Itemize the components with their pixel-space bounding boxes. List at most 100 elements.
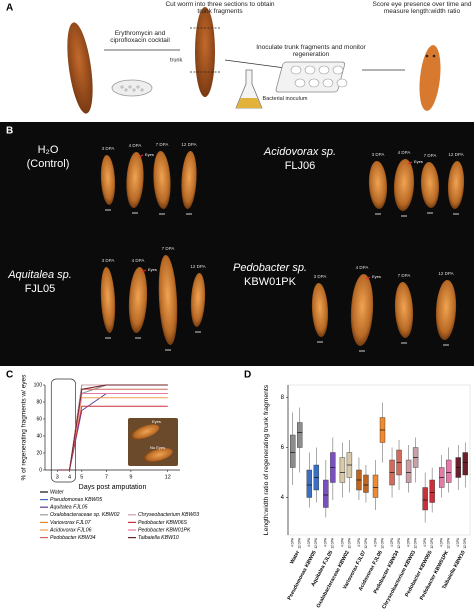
inoculum	[236, 98, 262, 108]
x-tick-label: 4	[68, 474, 71, 480]
group-name: H₂O	[38, 144, 59, 156]
box	[290, 434, 296, 468]
legend-label: Variovorax FJL07	[50, 520, 92, 526]
legend-label: Pedobacter KBW34	[50, 535, 96, 541]
eye	[425, 54, 429, 58]
worm-photo	[190, 273, 206, 327]
caption-frame: Inoculate trunk fragments and monitor re…	[256, 44, 366, 59]
pill	[128, 85, 132, 89]
day-label: 7 DPA	[398, 273, 411, 278]
worm-photo	[350, 274, 374, 346]
x-tick-label: 9	[129, 474, 132, 480]
day-label: 4 DPA	[398, 150, 411, 155]
worm-photo	[158, 255, 178, 345]
sub-label: 12 DPA	[397, 537, 401, 549]
y-tick-label: 80	[36, 399, 42, 405]
sub-label: 4 DPA	[340, 537, 344, 547]
inset-worm	[143, 448, 173, 462]
panel-label: B	[6, 126, 13, 137]
x-tick-label: Water	[289, 550, 301, 565]
sub-label: 4 DPA	[324, 537, 328, 547]
worm-photo	[394, 282, 414, 338]
pill	[120, 85, 124, 89]
y-tick-label: 8	[281, 395, 285, 401]
panel-b-background	[0, 122, 474, 366]
petri-dish	[111, 79, 153, 97]
well	[336, 78, 348, 88]
highlight-box	[50, 378, 76, 483]
group-name: Pedobacter sp.	[233, 262, 307, 274]
eye-label: Eyes	[145, 152, 154, 157]
legend-label: Pedobacter KBW01PK	[138, 527, 191, 533]
well	[332, 65, 344, 75]
group-name: FJL05	[25, 283, 56, 295]
sub-label: 12 DPA	[413, 537, 417, 549]
eye	[432, 54, 436, 58]
legend-label: Oxalobacteraceae sp. KBW02	[50, 512, 120, 518]
caption: trunk	[170, 57, 182, 63]
caption: Bacterial inoculum	[262, 96, 308, 102]
day-label: 3 DPA	[372, 152, 385, 157]
series-line	[57, 384, 168, 471]
well	[304, 65, 316, 75]
y-tick-label: 40	[36, 433, 42, 439]
panel-label: A	[6, 3, 13, 14]
worm-photo	[393, 159, 415, 211]
caption: Inoculate trunk fragments and monitor re…	[256, 44, 366, 59]
box	[422, 487, 428, 511]
inset-label: No Eyes	[150, 445, 165, 450]
day-label: 12 DPA	[448, 152, 463, 157]
box	[372, 474, 379, 498]
x-axis-label: Days post amputation	[79, 484, 147, 491]
sub-label: 12 DPA	[298, 537, 302, 549]
caption-frame: Bacterial inoculum	[262, 96, 308, 102]
worm-photo	[181, 151, 197, 209]
legend-label: Pseudomonas KBW05	[50, 497, 102, 503]
pill	[136, 85, 140, 89]
legend-label: Water	[50, 489, 64, 495]
y-axis-label: % of regenerating fragments w/ eyes	[21, 374, 28, 481]
worm-photo	[435, 280, 457, 340]
pill	[140, 88, 144, 92]
well	[294, 78, 306, 88]
box	[363, 474, 369, 493]
sub-label: 4 DPA	[406, 537, 410, 547]
sub-label: 4 DPA	[291, 537, 295, 547]
box	[445, 459, 452, 483]
legend-label: Chryseobacterium KBW03	[138, 512, 199, 518]
x-tick-label: 5	[80, 474, 83, 480]
day-label: 7 DPA	[424, 153, 437, 158]
worm	[419, 45, 441, 111]
sub-label: 4 DPA	[440, 537, 444, 547]
worm-photo	[420, 162, 440, 208]
box	[405, 459, 412, 483]
day-label: 3 DPA	[102, 146, 115, 151]
caption: Erythromycin and ciprofloxacin cocktail	[110, 30, 170, 45]
worm-photo	[311, 283, 329, 337]
legend-label: Taibaiella KBW10	[138, 535, 179, 541]
day-label: 4 DPA	[129, 143, 142, 148]
group-name: KBW01PK	[244, 276, 297, 288]
box	[297, 422, 303, 448]
group-name: Aquitalea sp.	[7, 269, 72, 281]
sub-label: 12 DPA	[430, 537, 434, 549]
sub-label: 12 DPA	[380, 537, 384, 549]
eye-arrow	[138, 154, 144, 158]
eye-arrow	[365, 276, 371, 280]
box	[462, 452, 468, 476]
y-tick-label: 6	[281, 445, 285, 451]
panel-label: C	[6, 370, 13, 381]
x-tick-label: 3	[56, 474, 59, 480]
eye-arrow	[141, 269, 147, 273]
step-text-frame: Score eye presence over time and measure…	[373, 1, 472, 15]
sub-label: 4 DPA	[456, 537, 460, 547]
inset-worm	[130, 424, 160, 440]
pill	[132, 88, 136, 92]
plot-frame	[287, 384, 471, 536]
panel-label: D	[244, 370, 251, 381]
worm-photo	[126, 152, 144, 208]
group-name: Acidovorax sp.	[263, 146, 336, 158]
step-text: Cut worm into three sections to obtain t…	[165, 1, 275, 16]
day-label: 7 DPA	[162, 246, 175, 251]
